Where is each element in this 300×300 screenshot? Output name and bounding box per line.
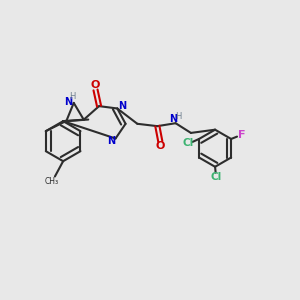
Text: N: N	[107, 136, 116, 146]
Text: Cl: Cl	[210, 172, 221, 182]
Text: H: H	[176, 112, 182, 121]
Text: N: N	[169, 114, 177, 124]
Text: N: N	[64, 97, 72, 107]
Text: N: N	[118, 100, 126, 110]
Text: CH₃: CH₃	[45, 177, 59, 186]
Text: Cl: Cl	[182, 138, 194, 148]
Text: H: H	[69, 92, 76, 101]
Text: O: O	[91, 80, 100, 90]
Text: F: F	[238, 130, 245, 140]
Text: O: O	[156, 142, 165, 152]
